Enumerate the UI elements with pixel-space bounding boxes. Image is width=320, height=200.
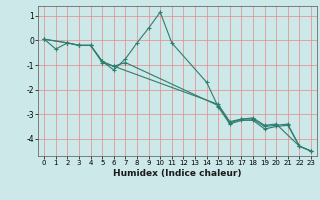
X-axis label: Humidex (Indice chaleur): Humidex (Indice chaleur)	[113, 169, 242, 178]
